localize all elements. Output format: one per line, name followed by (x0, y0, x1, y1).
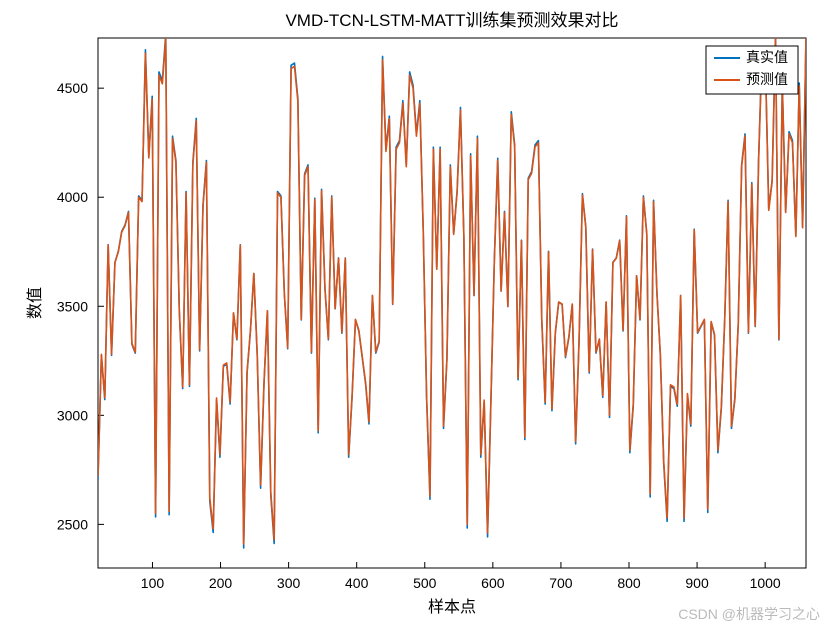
x-tick-label: 400 (345, 575, 369, 591)
x-tick-label: 600 (481, 575, 505, 591)
x-tick-label: 800 (617, 575, 641, 591)
legend-label: 预测值 (746, 71, 788, 87)
x-tick-label: 300 (277, 575, 301, 591)
plot-area (98, 38, 806, 568)
x-tick-label: 200 (209, 575, 233, 591)
y-tick-label: 4500 (57, 80, 88, 96)
x-tick-label: 900 (685, 575, 709, 591)
x-tick-label: 500 (413, 575, 437, 591)
y-tick-label: 4000 (57, 189, 88, 205)
chart-svg: 100 200 300 400 500 600 700 800 900 1000 2500 3000 3… (0, 0, 840, 630)
x-axis-label: 样本点 (428, 598, 476, 616)
y-axis-label: 数值 (26, 287, 44, 319)
x-tick-label: 1000 (750, 575, 781, 591)
y-tick-label: 3000 (57, 407, 88, 423)
legend-label: 真实值 (746, 49, 788, 65)
x-tick-label: 100 (141, 575, 165, 591)
y-tick-label: 2500 (57, 516, 88, 532)
chart-title: VMD-TCN-LSTM-MATT训练集预测效果对比 (285, 11, 618, 30)
chart-container: 100 200 300 400 500 600 700 800 900 1000 2500 3000 3… (0, 0, 840, 630)
y-tick-label: 3500 (57, 298, 88, 314)
x-tick-label: 700 (549, 575, 573, 591)
